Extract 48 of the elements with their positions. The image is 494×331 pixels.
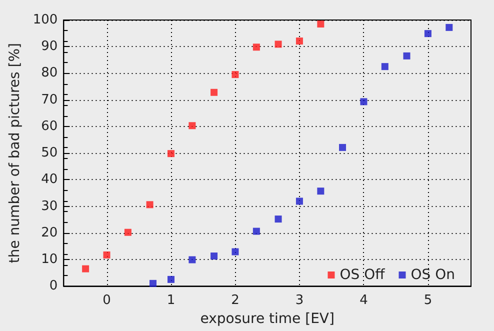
x-tick-label: 2 (231, 293, 240, 308)
point (339, 144, 346, 151)
y-tick-label: 70 (41, 92, 58, 108)
point (146, 201, 154, 208)
y-tick-label: 90 (41, 39, 58, 54)
point (124, 228, 132, 236)
y-tick-label: 0 (49, 278, 58, 294)
point (252, 44, 260, 51)
x-tick-label: 4 (360, 293, 368, 308)
point (188, 122, 196, 130)
x-tick-label: 1 (166, 293, 176, 308)
point (360, 98, 368, 106)
y-tick-label: 80 (41, 66, 58, 81)
point (296, 198, 303, 205)
point (317, 188, 324, 195)
point (167, 276, 174, 283)
point (446, 24, 453, 31)
legend-label: OS Off (340, 267, 386, 283)
point (403, 52, 410, 60)
point (274, 40, 282, 48)
x-tick-label: 0 (102, 293, 111, 308)
point (210, 252, 218, 260)
point (274, 216, 282, 223)
x-tick-label: 5 (424, 293, 432, 308)
point (296, 38, 303, 45)
point (232, 248, 239, 256)
point (232, 71, 239, 78)
x-tick-label: 3 (295, 293, 304, 308)
point (210, 88, 218, 96)
point (103, 251, 110, 258)
point (167, 150, 174, 158)
y-tick-label: 100 (32, 12, 58, 28)
point (317, 20, 324, 28)
x-axis-title: exposure time [EV] (200, 311, 334, 327)
point (188, 256, 196, 264)
point (150, 280, 157, 287)
y-tick-label: 40 (41, 172, 58, 188)
point (424, 30, 432, 38)
y-tick-label: 20 (41, 225, 58, 240)
point (82, 265, 90, 272)
y-tick-label: 50 (41, 146, 58, 161)
y-axis-title: the number of bad pictures [%] (7, 42, 23, 264)
y-tick-label: 60 (41, 118, 58, 134)
point (252, 228, 260, 235)
legend-label: OS On (410, 267, 455, 283)
point (381, 63, 388, 70)
y-tick-label: 10 (41, 252, 58, 267)
y-tick-label: 30 (41, 198, 58, 214)
